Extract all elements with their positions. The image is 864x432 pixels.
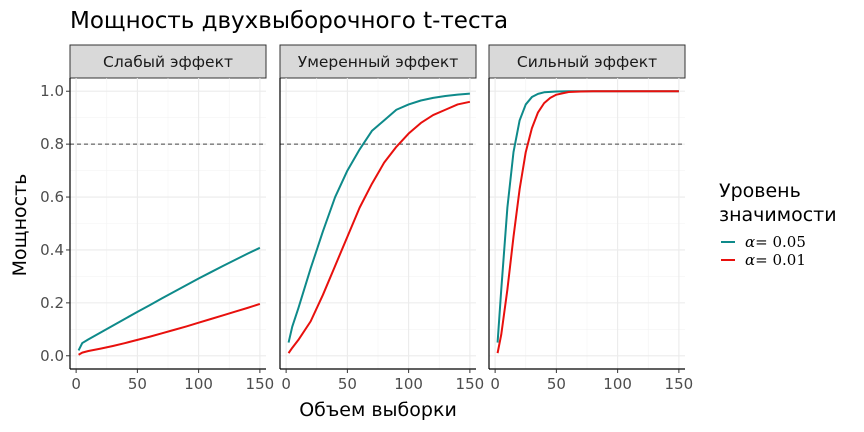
x-axis-title: Объем выборки xyxy=(299,399,457,421)
y-tick-label: 0.2 xyxy=(40,294,64,312)
series-line-alpha-005 xyxy=(496,90,679,343)
legend-entry-symbol: α xyxy=(745,251,755,269)
x-tick-label: 0 xyxy=(71,375,81,393)
facet-panel-1: Слабый эффект 0 50 100 150 0.0 0.2 0.4 0.6 0.8 1.0 xyxy=(40,44,275,393)
chart-title: Мощность двухвыборочного t-теста xyxy=(70,8,508,34)
x-tick-label: 100 xyxy=(394,375,423,393)
facet-strip-label: Умеренный эффект xyxy=(298,53,459,71)
facet-panels: Слабый эффект 0 50 100 150 0.0 0.2 0.4 0.6 0.8 1.0… xyxy=(40,44,694,393)
y-axis-title: Мощность xyxy=(9,174,31,277)
y-tick-label: 0.0 xyxy=(40,347,64,365)
y-tick-label: 0.6 xyxy=(40,188,64,206)
y-tick-label: 1.0 xyxy=(40,82,64,100)
x-tick-label: 150 xyxy=(665,375,694,393)
facet-strip-label: Сильный эффект xyxy=(517,53,657,71)
series-line-alpha-001 xyxy=(287,100,471,354)
x-tick-label: 50 xyxy=(128,375,147,393)
facet-panel-3: Сильный эффект 0 50 100 150 xyxy=(488,44,694,393)
legend-entry-value: = 0.01 xyxy=(755,251,806,269)
legend-entry-value: = 0.05 xyxy=(755,233,806,251)
x-tick-label: 100 xyxy=(184,375,213,393)
series-line-alpha-001 xyxy=(496,90,679,354)
x-tick-label: 150 xyxy=(456,375,485,393)
facet-strip xyxy=(488,44,686,79)
series-line-alpha-001 xyxy=(78,302,261,356)
x-tick-label: 0 xyxy=(490,375,500,393)
series-line-alpha-005 xyxy=(287,92,470,343)
facet-panel-2: Умеренный эффект 0 50 100 150 xyxy=(279,44,485,393)
y-tick-label: 0.4 xyxy=(40,241,64,259)
series-line-alpha-005 xyxy=(77,246,261,351)
x-tick-label: 100 xyxy=(603,375,632,393)
x-tick-label: 150 xyxy=(246,375,275,393)
legend-entry-label: α= 0.01 xyxy=(745,251,806,269)
facet-strip xyxy=(279,44,477,79)
x-tick-label: 0 xyxy=(281,375,291,393)
x-tick-label: 50 xyxy=(547,375,566,393)
y-tick-label: 0.8 xyxy=(40,135,64,153)
legend-title: Уровень xyxy=(719,180,801,202)
legend-entry-symbol: α xyxy=(745,233,755,251)
legend-title: значимости xyxy=(719,204,837,226)
legend-entry-label: α= 0.05 xyxy=(745,233,806,251)
facet-strip xyxy=(69,44,267,79)
x-tick-label: 50 xyxy=(338,375,357,393)
facet-strip-label: Слабый эффект xyxy=(103,53,233,71)
